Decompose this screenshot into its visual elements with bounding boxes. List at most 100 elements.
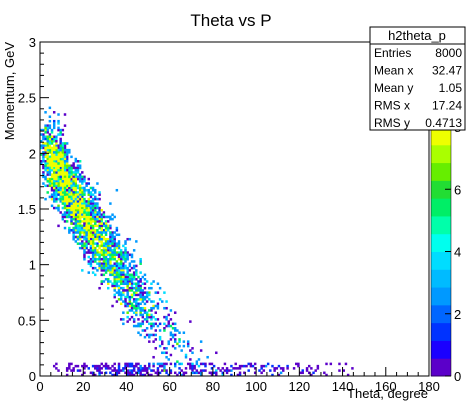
heatmap-cell — [102, 280, 106, 283]
heatmap-cell — [74, 211, 78, 214]
heatmap-cell — [197, 358, 201, 361]
heatmap-cell — [57, 180, 60, 183]
heatmap-cell — [87, 231, 91, 234]
palette-swatch — [431, 180, 451, 199]
heatmap-cell — [106, 257, 110, 261]
heatmap-cell — [44, 184, 47, 188]
heatmap-cell — [109, 273, 112, 277]
heatmap-cell — [260, 371, 263, 375]
heatmap-cell — [124, 266, 127, 270]
heatmap-cell — [81, 188, 84, 192]
heatmap-cell — [52, 137, 56, 141]
heatmap-cell — [152, 324, 155, 328]
heatmap-cell — [169, 333, 173, 337]
heatmap-cell — [113, 240, 116, 243]
heatmap-cell — [182, 340, 186, 343]
heatmap-cell — [44, 131, 47, 134]
heatmap-cell — [215, 373, 218, 377]
heatmap-cell — [50, 166, 54, 170]
heatmap-cell — [72, 182, 75, 185]
heatmap-cell — [102, 244, 106, 248]
heatmap-cell — [104, 253, 108, 257]
heatmap-cell — [83, 217, 86, 221]
heatmap-cell — [139, 306, 142, 310]
heatmap-cell — [295, 362, 298, 366]
heatmap-cell — [63, 182, 67, 185]
heatmap-cell — [251, 364, 255, 368]
heatmap-cell — [55, 362, 58, 366]
heatmap-cell — [55, 137, 58, 141]
heatmap-cell — [286, 364, 289, 368]
heatmap-cell — [91, 271, 95, 274]
heatmap-cell — [208, 362, 212, 366]
heatmap-cell — [55, 155, 58, 159]
heatmap-cell — [150, 282, 153, 286]
heatmap-cell — [48, 119, 52, 123]
heatmap-cell — [78, 242, 82, 245]
heatmap-cell — [109, 266, 112, 270]
heatmap-cell — [102, 215, 106, 219]
heatmap-cell — [113, 278, 116, 281]
heatmap-cell — [59, 153, 62, 156]
heatmap-cell — [85, 204, 88, 208]
heatmap-cell — [117, 280, 121, 283]
heatmap-cell — [137, 286, 140, 290]
heatmap-cell — [65, 191, 69, 194]
heatmap-cell — [102, 266, 106, 270]
heatmap-cell — [234, 367, 237, 370]
heatmap-cell — [139, 291, 142, 294]
heatmap-cell — [83, 211, 86, 214]
heatmap-cell — [89, 202, 93, 205]
heatmap-cell — [117, 278, 121, 281]
heatmap-cell — [243, 371, 246, 375]
y-axis: 00.511.522.53 — [18, 35, 49, 384]
heatmap-cell — [325, 362, 328, 366]
heatmap-cell — [61, 168, 65, 172]
heatmap-cell — [83, 229, 86, 232]
heatmap-cell — [52, 124, 56, 127]
heatmap-cell — [109, 255, 112, 259]
heatmap-cell — [55, 171, 58, 174]
heatmap-cell — [81, 220, 84, 223]
heatmap-cell — [316, 367, 320, 370]
heatmap-cell — [70, 180, 73, 183]
heatmap-cell — [104, 231, 108, 234]
heatmap-cell — [279, 371, 283, 375]
heatmap-cell — [91, 226, 95, 230]
heatmap-cell — [83, 206, 86, 210]
heatmap-cell — [104, 242, 108, 245]
heatmap-cell — [156, 318, 160, 321]
heatmap-cell — [150, 313, 153, 317]
heatmap-cell — [46, 148, 49, 152]
heatmap-cell — [130, 362, 134, 366]
heatmap-cell — [52, 157, 56, 161]
heatmap-cell — [113, 293, 116, 297]
heatmap-cell — [106, 229, 110, 232]
heatmap-cell — [124, 273, 127, 277]
heatmap-cell — [52, 193, 56, 196]
heatmap-cell — [76, 235, 80, 239]
heatmap-cell — [76, 168, 80, 172]
heatmap-cell — [72, 191, 75, 194]
heatmap-cell — [61, 191, 65, 194]
heatmap-cell — [117, 298, 121, 301]
heatmap-cell — [141, 275, 145, 279]
heatmap-cell — [50, 160, 54, 163]
heatmap-cell — [70, 173, 73, 176]
heatmap-cell — [55, 200, 58, 203]
heatmap-cell — [154, 318, 157, 321]
heatmap-cell — [50, 153, 54, 156]
heatmap-cell — [130, 315, 134, 319]
heatmap-cell — [126, 271, 129, 274]
heatmap-cell — [165, 351, 168, 355]
heatmap-cell — [135, 273, 138, 277]
heatmap-cell — [128, 318, 132, 321]
heatmap-cell — [81, 242, 84, 245]
heatmap-cell — [225, 371, 229, 375]
heatmap-cell — [83, 191, 86, 194]
heatmap-cell — [100, 253, 103, 257]
heatmap-cell — [83, 244, 86, 248]
heatmap-cell — [124, 300, 127, 303]
heatmap-cell — [46, 155, 49, 159]
heatmap-cell — [44, 135, 47, 139]
